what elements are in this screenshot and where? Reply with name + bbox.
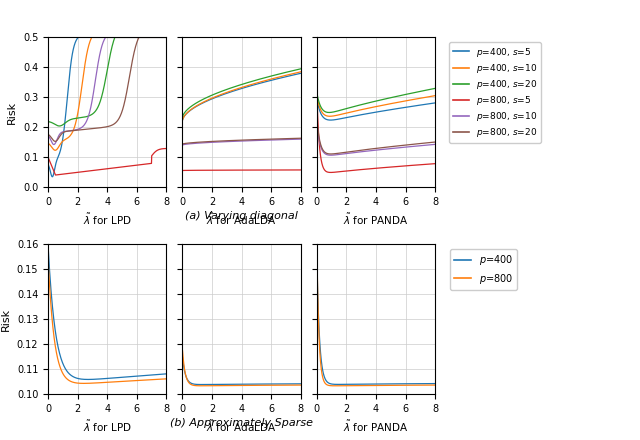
Y-axis label: Risk: Risk — [1, 308, 12, 330]
Text: (a) Varying diagonal: (a) Varying diagonal — [185, 211, 298, 221]
X-axis label: $\tilde{\lambda}$ for PANDA: $\tilde{\lambda}$ for PANDA — [343, 212, 409, 227]
X-axis label: $\tilde{\lambda}$ for AdaLDA: $\tilde{\lambda}$ for AdaLDA — [207, 212, 276, 227]
X-axis label: $\tilde{\lambda}$ for PANDA: $\tilde{\lambda}$ for PANDA — [343, 419, 409, 434]
Text: (b) Approximately Sparse: (b) Approximately Sparse — [170, 418, 313, 428]
Y-axis label: Risk: Risk — [7, 101, 17, 124]
X-axis label: $\tilde{\lambda}$ for AdaLDA: $\tilde{\lambda}$ for AdaLDA — [207, 419, 276, 434]
Legend: $p$=400, $p$=800: $p$=400, $p$=800 — [450, 249, 517, 290]
X-axis label: $\tilde{\lambda}$ for LPD: $\tilde{\lambda}$ for LPD — [83, 212, 132, 227]
X-axis label: $\tilde{\lambda}$ for LPD: $\tilde{\lambda}$ for LPD — [83, 419, 132, 434]
Legend: $p$=400, $s$=5, $p$=400, $s$=10, $p$=400, $s$=20, $p$=800, $s$=5, $p$=800, $s$=1: $p$=400, $s$=5, $p$=400, $s$=10, $p$=400… — [449, 42, 541, 143]
